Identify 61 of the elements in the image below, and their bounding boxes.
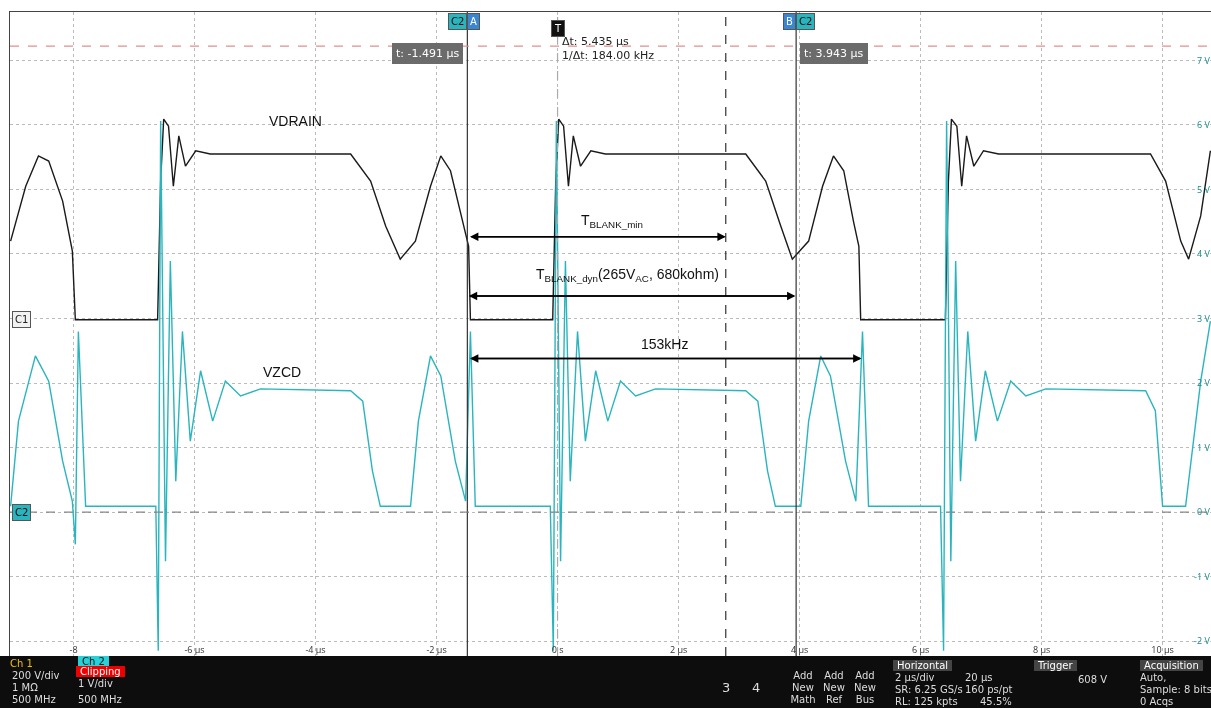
x-tick-label: 8 µs [1032,643,1051,656]
text: Ch 1 [10,658,33,669]
text: 200 V/div [12,670,60,681]
annotation: T$_{BLANK_min}$ [581,212,643,230]
x-tick-label: -2 µs [426,643,447,656]
text: Clipping [76,666,125,677]
annotation: 153kHz [641,336,689,352]
text: 2 µs/div [895,672,935,683]
annotation: C2 [15,507,29,518]
annotation: C1 [15,314,29,325]
text: Acquisition [1140,660,1203,671]
x-tick-label: -8 [69,643,78,656]
line-series [10,118,1211,321]
text: 0 Acqs [1140,696,1174,707]
text: 608 V [1078,674,1108,685]
y-tick-label: 6 V [1196,118,1211,132]
x-tick-label: 10 µs [1151,643,1174,656]
annotation: VZCD [263,364,302,380]
text: 3 [722,680,731,695]
x-tick-label: -6 µs [184,643,205,656]
annotation: VDRAIN [269,113,322,129]
text: 500 MHz [12,694,56,705]
text: Auto, [1140,672,1167,683]
text: 4 [752,680,761,695]
text: Ch 2 [78,656,109,667]
text: 20 µs [965,672,993,683]
y-tick-label: 7 V [1196,53,1211,67]
annotation: Δt: 5.435 µs [562,35,630,48]
text: Add New Bus [853,670,877,706]
annotation: A [470,16,477,27]
annotation: C2 [799,16,813,27]
x-tick-label: 6 µs [911,643,930,656]
text: Add New Math [789,670,817,706]
annotation: 1/Δt: 184.00 kHz [562,49,655,63]
y-tick-label: -2 V [1194,634,1211,648]
y-tick-label: 2 V [1196,376,1211,390]
annotation: B [786,16,793,27]
text: RL: 125 kpts [895,696,958,707]
y-tick-label: 3 V [1196,311,1211,325]
text: 1 MΩ [12,682,38,693]
annotation: T [554,23,562,34]
text: Horizontal [893,660,953,671]
text: Sample: 8 bits [1140,684,1211,695]
ref-line-label: t: -1.491 µs [396,47,460,60]
text: 45.5% [980,696,1012,707]
x-tick-label: 2 µs [669,643,688,656]
text: Trigger [1034,660,1077,671]
text: 1 V/div [78,678,113,689]
y-tick-label: -1 V [1194,569,1211,583]
text: 500 MHz [78,694,122,705]
text: SR: 6.25 GS/s [895,684,963,695]
y-tick-label: 4 V [1196,247,1211,261]
x-tick-label: 4 µs [790,643,809,656]
text: 160 ps/pt [965,684,1013,695]
x-tick-label: 0 s [551,643,564,656]
annotation: C2 [451,16,465,27]
ref-line-label: t: 3.943 µs [804,47,864,60]
x-tick-label: -4 µs [305,643,326,656]
y-tick-label: 0 V [1196,505,1211,519]
text: Add New Ref [822,670,846,706]
y-tick-label: 1 V [1196,440,1211,454]
